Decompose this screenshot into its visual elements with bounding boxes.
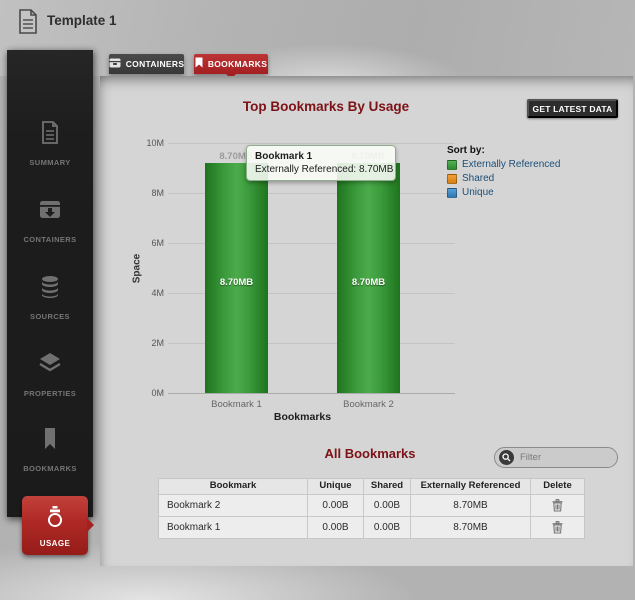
delete-bookmark-button[interactable] [552, 499, 563, 512]
sidebar: SUMMARY CONTAINERS [7, 50, 94, 555]
bar-top-value-label: 8.70MB [219, 151, 253, 162]
y-tick-label: 2M [151, 338, 164, 348]
chart-title: Top Bookmarks By Usage [242, 99, 410, 114]
table-row[interactable]: Bookmark 2 0.00B 0.00B 8.70MB [159, 494, 584, 516]
legend-item-label: Shared [462, 173, 495, 184]
x-axis-baseline [168, 393, 455, 394]
legend-item-label: Externally Referenced [462, 159, 561, 170]
sidebar-item-label: SUMMARY [29, 158, 71, 167]
tab-label: BOOKMARKS [207, 59, 268, 69]
header-background [0, 0, 635, 76]
legend-item-label: Unique [462, 187, 494, 198]
gridline [168, 343, 455, 344]
orange-swatch-icon [447, 173, 457, 184]
cell-shared: 0.00B [364, 495, 411, 516]
sidebar-item-bookmarks[interactable]: BOOKMARKS [7, 426, 93, 476]
sidebar-item-label: BOOKMARKS [23, 464, 77, 473]
y-tick-label: 0M [151, 388, 164, 398]
gridline [168, 243, 455, 244]
tooltip-title: Bookmark 1 [255, 151, 313, 162]
table-header-row: Bookmark Unique Shared Externally Refere… [159, 479, 584, 494]
bar-value-label: 8.70MB [351, 277, 386, 288]
y-tick-label: 4M [151, 288, 164, 298]
legend-item-externally-referenced[interactable]: Externally Referenced [447, 159, 607, 170]
chart-tooltip: Bookmark 1 Externally Referenced: 8.70MB [246, 145, 396, 181]
sidebar-item-label: PROPERTIES [23, 389, 77, 398]
gridline [168, 193, 455, 194]
sidebar-item-containers[interactable]: CONTAINERS [7, 197, 93, 247]
cell-externally-referenced: 8.70MB [411, 517, 531, 538]
legend-item-unique[interactable]: Unique [447, 187, 607, 198]
column-header-externally-referenced: Externally Referenced [411, 479, 531, 494]
green-swatch-icon [447, 159, 457, 170]
bookmark-icon [7, 426, 93, 452]
usage-weight-icon [22, 504, 88, 528]
x-tick-label: Bookmark 1 [211, 399, 262, 410]
cell-unique: 0.00B [308, 495, 364, 516]
column-header-shared: Shared [364, 479, 411, 494]
document-icon [7, 120, 93, 146]
y-tick-label: 10M [146, 138, 164, 148]
cell-bookmark-name: Bookmark 1 [159, 517, 308, 538]
cell-unique: 0.00B [308, 517, 364, 538]
y-tick-label: 8M [151, 188, 164, 198]
sidebar-item-label: CONTAINERS [23, 235, 77, 244]
template-document-icon [17, 8, 39, 40]
sidebar-item-label: USAGE [39, 539, 71, 548]
legend-title: Sort by: [447, 145, 485, 156]
delete-bookmark-button[interactable] [552, 521, 563, 534]
table-row[interactable]: Bookmark 1 0.00B 0.00B 8.70MB [159, 516, 584, 538]
tooltip-value: Externally Referenced: 8.70MB [255, 164, 394, 175]
all-bookmarks-title: All Bookmarks [324, 446, 416, 461]
legend-item-shared[interactable]: Shared [447, 173, 607, 184]
x-axis-title: Bookmarks [273, 411, 332, 423]
x-tick-label: Bookmark 2 [343, 399, 394, 410]
tab-bookmarks[interactable]: BOOKMARKS [194, 54, 268, 79]
cell-externally-referenced: 8.70MB [411, 495, 531, 516]
sidebar-item-summary[interactable]: SUMMARY [7, 120, 93, 170]
y-tick-label: 6M [151, 238, 164, 248]
cell-bookmark-name: Bookmark 2 [159, 495, 308, 516]
layers-icon [7, 351, 93, 377]
container-box-icon [7, 197, 93, 223]
tab-label: CONTAINERS [125, 59, 185, 69]
column-header-delete: Delete [543, 480, 572, 491]
filter-input[interactable] [520, 452, 608, 463]
gridline [168, 293, 455, 294]
sidebar-item-sources[interactable]: SOURCES [7, 274, 93, 324]
page-title: Template 1 [47, 13, 117, 28]
gridline [168, 143, 455, 144]
trash-icon [552, 521, 563, 537]
search-icon [499, 450, 514, 465]
sidebar-item-label: SOURCES [30, 312, 70, 321]
database-icon [7, 274, 93, 300]
container-box-icon [109, 55, 121, 73]
column-header-bookmark: Bookmark [159, 479, 308, 494]
sidebar-item-properties[interactable]: PROPERTIES [7, 351, 93, 401]
bar-value-label: 8.70MB [219, 277, 254, 288]
filter-box [494, 447, 618, 468]
chart-legend: Sort by: Externally Referenced Shared Un… [447, 145, 607, 201]
cell-shared: 0.00B [364, 517, 411, 538]
bookmark-icon [195, 55, 203, 73]
get-latest-data-button[interactable]: GET LATEST DATA [527, 99, 618, 118]
tab-containers[interactable]: CONTAINERS [109, 54, 184, 74]
bar-bookmark-1[interactable] [205, 163, 268, 393]
trash-icon [552, 499, 563, 515]
column-header-unique: Unique [308, 479, 364, 494]
bookmarks-table: Bookmark Unique Shared Externally Refere… [158, 478, 585, 539]
bar-bookmark-2[interactable] [337, 163, 400, 393]
active-item-arrow [87, 518, 94, 532]
sidebar-item-usage[interactable]: USAGE [22, 496, 94, 555]
blue-swatch-icon [447, 187, 457, 198]
